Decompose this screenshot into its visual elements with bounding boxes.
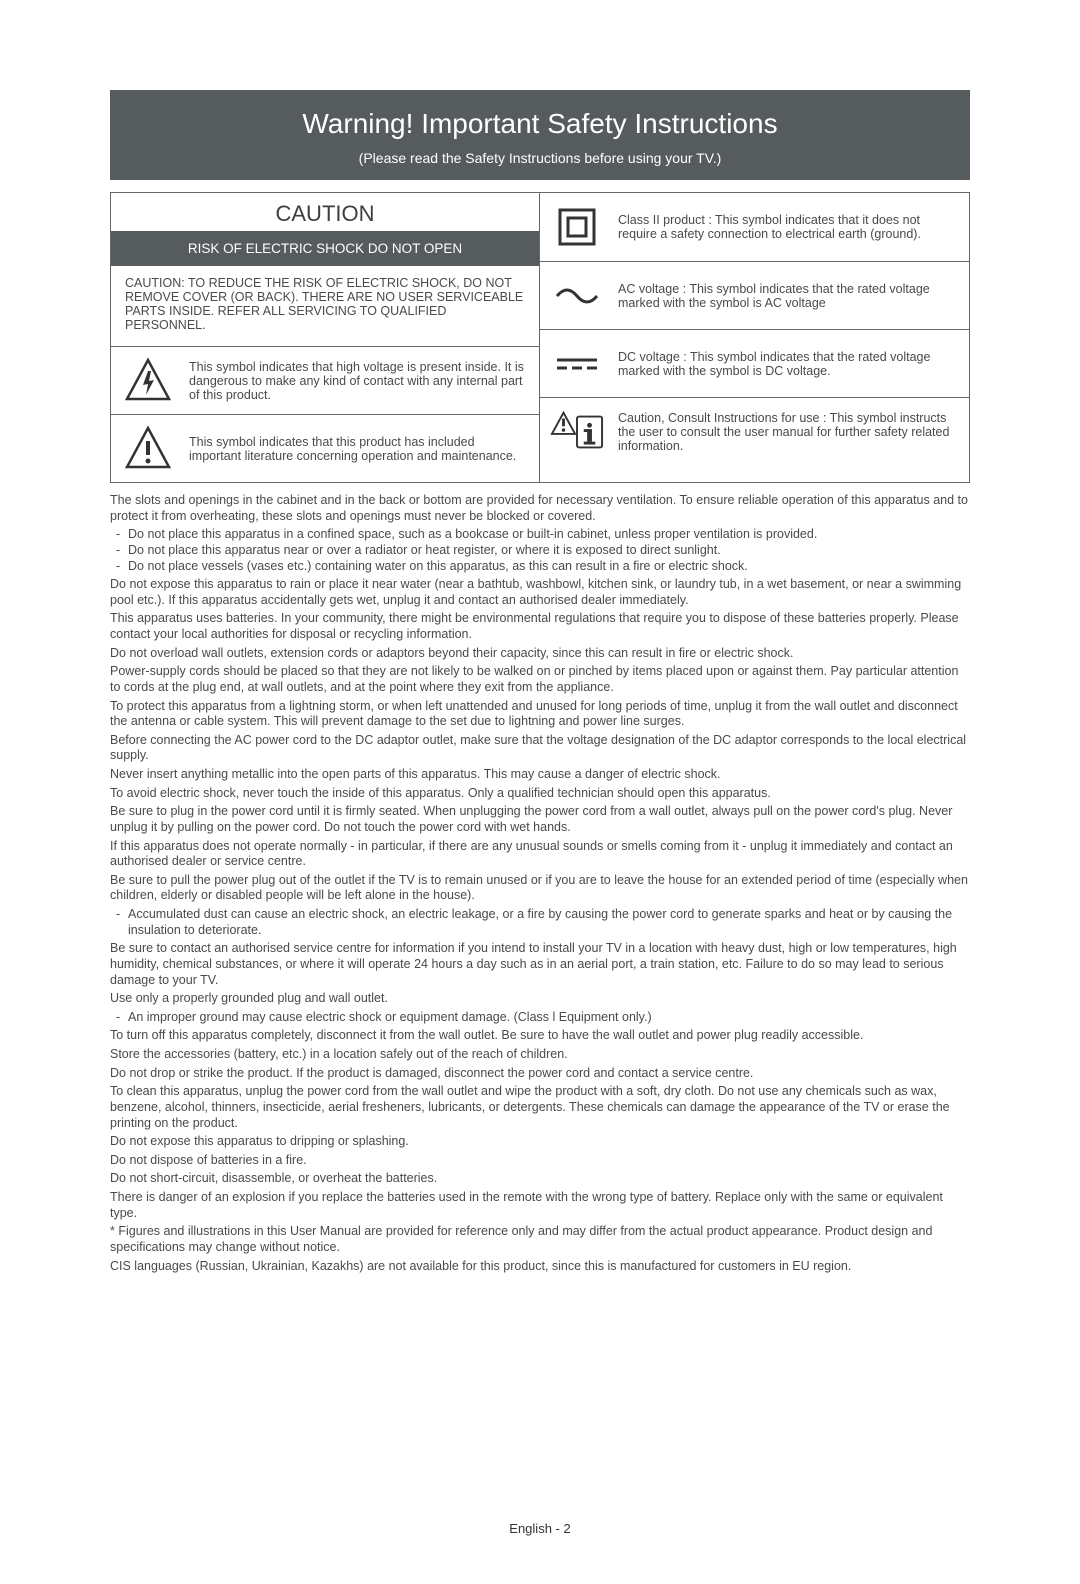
- paragraph: To avoid electric shock, never touch the…: [110, 786, 970, 802]
- symbol-row-dc-voltage: DC voltage : This symbol indicates that …: [540, 329, 969, 397]
- class-ii-icon: [550, 200, 604, 254]
- paragraph: Use only a properly grounded plug and wa…: [110, 991, 970, 1007]
- symbol-text: DC voltage : This symbol indicates that …: [618, 350, 959, 378]
- page-subtitle: (Please read the Safety Instructions bef…: [110, 150, 970, 166]
- caution-right-column: Class II product : This symbol indicates…: [540, 193, 969, 482]
- exclamation-triangle-icon: [121, 422, 175, 476]
- symbol-text: Caution, Consult Instructions for use : …: [618, 411, 959, 453]
- paragraph: Do not dispose of batteries in a fire.: [110, 1153, 970, 1169]
- paragraph: To turn off this apparatus completely, d…: [110, 1028, 970, 1044]
- body-content: The slots and openings in the cabinet an…: [110, 493, 970, 1274]
- symbol-row-consult-manual: Caution, Consult Instructions for use : …: [540, 397, 969, 465]
- page-footer: English - 2: [0, 1521, 1080, 1536]
- page-header: Warning! Important Safety Instructions (…: [110, 90, 970, 180]
- symbol-row-important-literature: This symbol indicates that this product …: [111, 414, 539, 482]
- caution-title: CAUTION: [111, 193, 539, 231]
- paragraph: To protect this apparatus from a lightni…: [110, 699, 970, 730]
- paragraph: To clean this apparatus, unplug the powe…: [110, 1084, 970, 1131]
- bullet-list: Do not place this apparatus in a confine…: [110, 527, 970, 574]
- symbol-row-class-ii: Class II product : This symbol indicates…: [540, 193, 969, 261]
- caution-risk-bar: RISK OF ELECTRIC SHOCK DO NOT OPEN: [111, 231, 539, 266]
- paragraph: Be sure to contact an authorised service…: [110, 941, 970, 988]
- paragraph: Power-supply cords should be placed so t…: [110, 664, 970, 695]
- list-item: Accumulated dust can cause an electric s…: [110, 907, 970, 938]
- paragraph: Before connecting the AC power cord to t…: [110, 733, 970, 764]
- paragraph: Store the accessories (battery, etc.) in…: [110, 1047, 970, 1063]
- list-item: Do not place this apparatus near or over…: [110, 543, 970, 559]
- paragraph: * Figures and illustrations in this User…: [110, 1224, 970, 1255]
- paragraph: Do not drop or strike the product. If th…: [110, 1066, 970, 1082]
- paragraph: If this apparatus does not operate norma…: [110, 839, 970, 870]
- list-item: An improper ground may cause electric sh…: [110, 1010, 970, 1026]
- dc-voltage-icon: [550, 337, 604, 391]
- paragraph: There is danger of an explosion if you r…: [110, 1190, 970, 1221]
- symbol-text: This symbol indicates that high voltage …: [189, 360, 529, 402]
- list-item: Do not place vessels (vases etc.) contai…: [110, 559, 970, 575]
- caution-left-column: CAUTION RISK OF ELECTRIC SHOCK DO NOT OP…: [111, 193, 540, 482]
- paragraph: The slots and openings in the cabinet an…: [110, 493, 970, 524]
- paragraph: Be sure to plug in the power cord until …: [110, 804, 970, 835]
- paragraph: Do not short-circuit, disassemble, or ov…: [110, 1171, 970, 1187]
- symbol-row-high-voltage: This symbol indicates that high voltage …: [111, 346, 539, 414]
- paragraph: Do not overload wall outlets, extension …: [110, 646, 970, 662]
- consult-manual-icon: [550, 405, 604, 459]
- ac-voltage-icon: [550, 269, 604, 323]
- symbol-text: Class II product : This symbol indicates…: [618, 213, 959, 241]
- symbol-text: AC voltage : This symbol indicates that …: [618, 282, 959, 310]
- bullet-list: An improper ground may cause electric sh…: [110, 1010, 970, 1026]
- list-item: Do not place this apparatus in a confine…: [110, 527, 970, 543]
- paragraph: Do not expose this apparatus to rain or …: [110, 577, 970, 608]
- paragraph: Never insert anything metallic into the …: [110, 767, 970, 783]
- paragraph: Do not expose this apparatus to dripping…: [110, 1134, 970, 1150]
- symbol-row-ac-voltage: AC voltage : This symbol indicates that …: [540, 261, 969, 329]
- paragraph: Be sure to pull the power plug out of th…: [110, 873, 970, 904]
- page-title: Warning! Important Safety Instructions: [110, 108, 970, 140]
- caution-box: CAUTION RISK OF ELECTRIC SHOCK DO NOT OP…: [110, 192, 970, 483]
- paragraph: CIS languages (Russian, Ukrainian, Kazak…: [110, 1259, 970, 1275]
- paragraph: This apparatus uses batteries. In your c…: [110, 611, 970, 642]
- caution-text: CAUTION: TO REDUCE THE RISK OF ELECTRIC …: [111, 266, 539, 346]
- bullet-list: Accumulated dust can cause an electric s…: [110, 907, 970, 938]
- symbol-text: This symbol indicates that this product …: [189, 435, 529, 463]
- high-voltage-icon: [121, 354, 175, 408]
